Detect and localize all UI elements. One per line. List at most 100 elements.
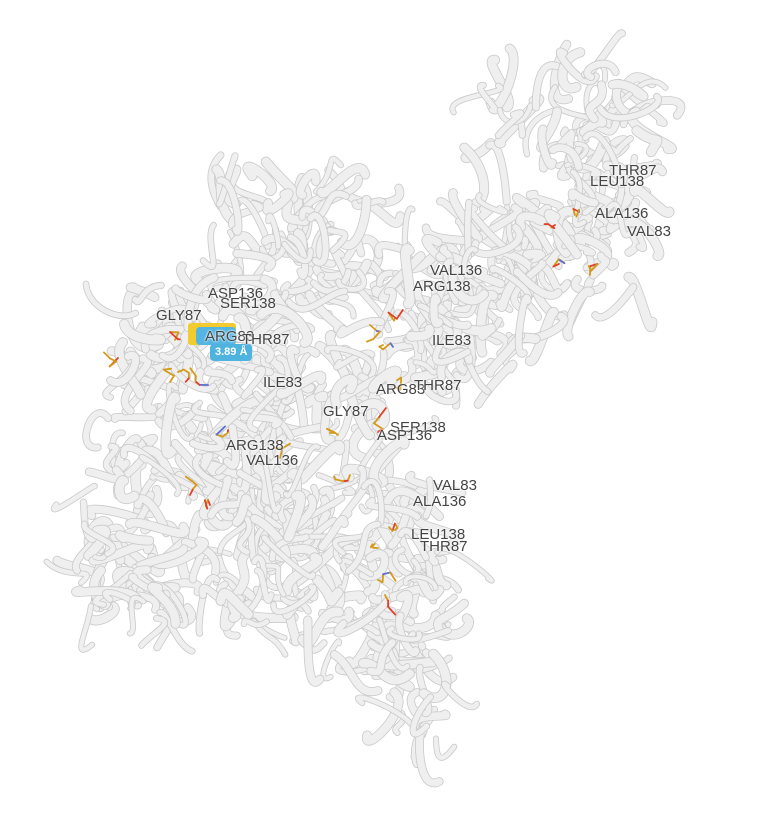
ribbon-segment (327, 227, 348, 254)
residue-stick (169, 374, 175, 383)
ribbon-segment (334, 350, 375, 370)
residue-label[interactable]: LEU138 (411, 526, 466, 543)
ribbon-segment (430, 294, 443, 328)
residue-label[interactable]: SER138 (220, 295, 276, 312)
residue-stick (194, 380, 201, 386)
residue-stick (108, 360, 118, 368)
residue-stick (191, 480, 198, 486)
ribbon-segment (232, 494, 252, 527)
ribbon-segment (168, 362, 217, 392)
cartoon-ribbons (43, 29, 685, 788)
residue-label[interactable]: GLY87 (323, 403, 369, 420)
residue-label[interactable]: ILE83 (432, 332, 472, 349)
residue-label[interactable]: ARG138 (413, 278, 471, 295)
ribbon-segment (312, 575, 343, 606)
ribbon-segment (358, 658, 415, 685)
ribbon-segment (223, 165, 241, 208)
ribbon-segment (339, 558, 374, 577)
ribbon-segment (307, 212, 329, 266)
ribbon-segment (361, 478, 384, 526)
ribbon-segment (125, 518, 190, 538)
ribbon-segment (568, 189, 599, 207)
residue-label[interactable]: VAL83 (433, 477, 477, 494)
ribbon-segment (285, 288, 348, 312)
ribbon-segment (356, 285, 392, 333)
ribbon-segment (127, 595, 146, 636)
residue-label[interactable]: THR87 (609, 162, 657, 179)
ribbon-segment (579, 109, 607, 137)
residue-label[interactable]: ARG138 (226, 437, 284, 454)
residue-label[interactable]: THR87 (420, 538, 468, 555)
ribbon-segment (624, 272, 657, 332)
residue-stick (387, 605, 397, 616)
residue-stick (378, 407, 387, 418)
ribbon-segment (632, 126, 662, 157)
ribbon-segment (145, 305, 189, 328)
ribbon-segment (469, 266, 505, 288)
distance-measurement: 3.89 Å (210, 344, 253, 361)
ribbon-segment (83, 281, 139, 319)
ribbon-segment (330, 375, 358, 409)
residue-label[interactable]: ASP136 (208, 285, 264, 302)
ribbon-segment (243, 162, 277, 196)
residue-stick (177, 368, 185, 373)
ribbon-segment (435, 547, 494, 583)
ribbon-segment (433, 599, 469, 635)
ribbon-segment (229, 278, 268, 291)
residue-label[interactable]: THR87 (414, 377, 462, 394)
residue-stick (389, 571, 397, 582)
residue-label[interactable]: VAL83 (627, 223, 671, 240)
residue-stick (346, 474, 351, 482)
residue-label[interactable]: VAL136 (246, 452, 299, 469)
ribbon-segment (395, 612, 420, 657)
ribbon-segment (532, 62, 561, 111)
residue-stick (373, 415, 381, 425)
residue-label[interactable]: ALA136 (413, 493, 467, 510)
ribbon-segment (247, 379, 288, 433)
ribbon-segment (378, 415, 439, 439)
ribbon-segment (248, 555, 267, 612)
ribbon-segment (218, 475, 234, 521)
ribbon-segment (103, 443, 119, 475)
residue-label[interactable]: ARG83 (205, 328, 255, 345)
ribbon-segment (582, 131, 621, 178)
ribbon-segment (549, 84, 590, 120)
residue-label[interactable]: ASP136 (377, 427, 433, 444)
ribbon-segment (313, 156, 344, 194)
residue-label[interactable]: ILE83 (263, 374, 303, 391)
ribbon-segment (448, 265, 489, 305)
residue-stick (587, 265, 592, 272)
ribbon-segment (200, 222, 216, 270)
ribbon-segment (495, 110, 524, 139)
ribbon-segment (241, 366, 266, 399)
residue-stick (575, 208, 580, 218)
ribbon-segment (433, 736, 457, 760)
residue-label[interactable]: VAL136 (430, 262, 483, 279)
ribbon-segment (286, 345, 315, 393)
ribbon-segment (261, 157, 299, 203)
residue-stick (274, 447, 283, 450)
ribbon-segment (563, 287, 594, 341)
ribbon-segment (72, 586, 142, 603)
ribbon-segment (368, 366, 402, 393)
residue-label[interactable]: LEU138 (590, 173, 645, 190)
ribbon-segment (427, 562, 451, 590)
ribbon-segment (159, 330, 191, 362)
ribbon-segment (400, 244, 415, 309)
ribbon-segment (437, 348, 473, 381)
residue-stick (103, 351, 112, 360)
ribbon-segment (288, 510, 331, 561)
residue-label[interactable]: ARG83 (376, 381, 426, 398)
residue-stick (215, 425, 227, 436)
residue-label[interactable]: ALA136 (595, 205, 649, 222)
residue-stick (221, 431, 229, 438)
ribbon-segment (119, 319, 166, 345)
residue-label[interactable]: GLY87 (156, 307, 202, 324)
ribbon-segment (184, 273, 218, 332)
ribbon-segment (317, 164, 370, 198)
residue-label[interactable]: THR87 (242, 331, 290, 348)
residue-label[interactable]: SER138 (390, 419, 446, 436)
ribbon-segment (474, 360, 517, 408)
residue-stick (203, 499, 209, 510)
